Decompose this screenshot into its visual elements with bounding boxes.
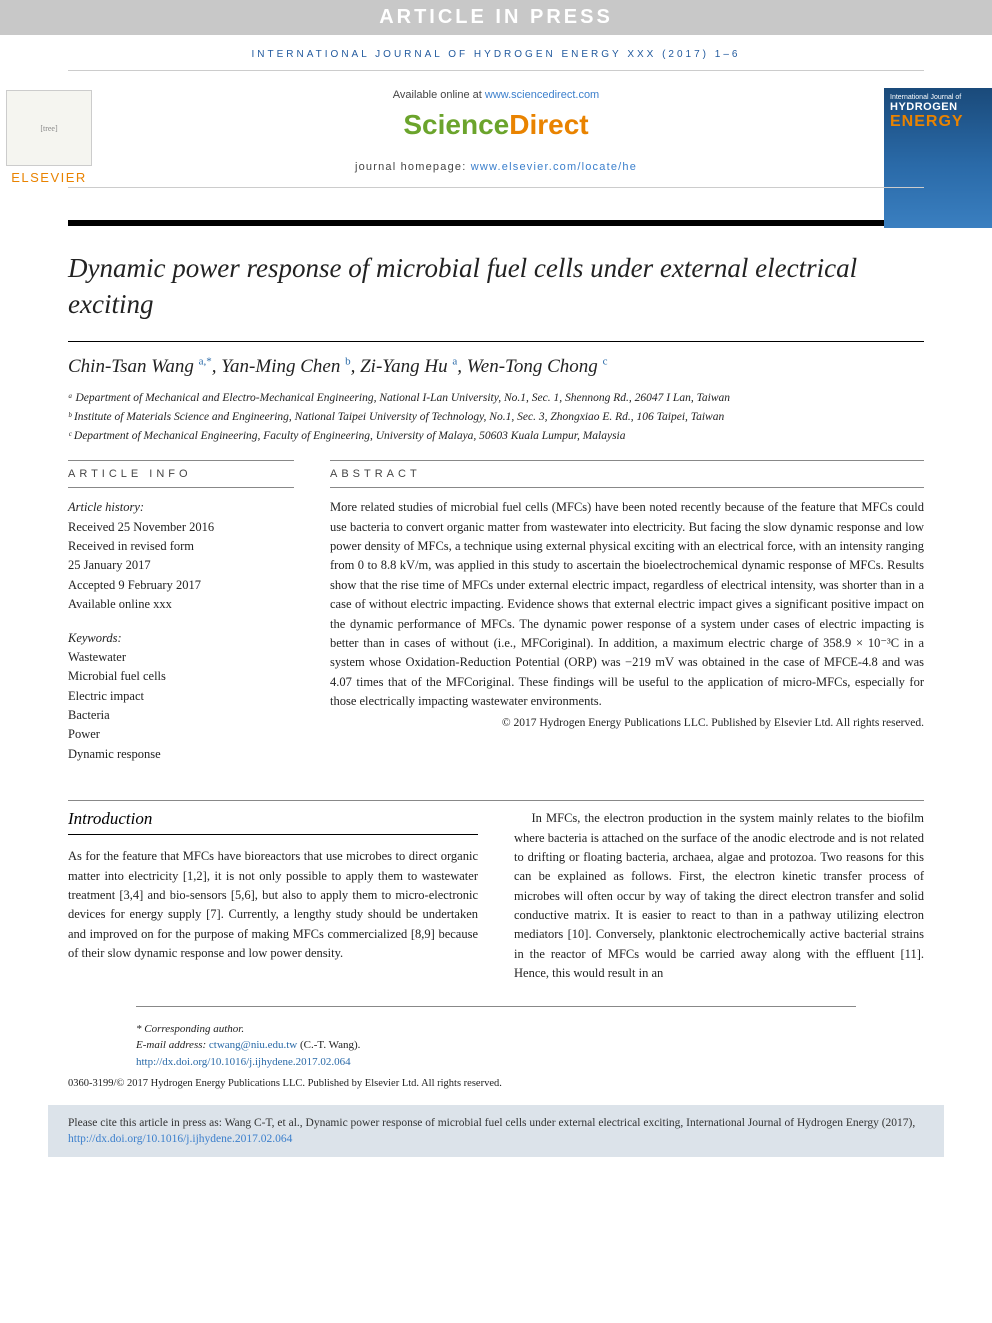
header-band: [tree] ELSEVIER International Journal of…	[0, 70, 992, 208]
sep: ,	[457, 356, 467, 377]
available-online-date: Available online xxx	[68, 595, 294, 614]
sep: ,	[212, 356, 222, 377]
affiliation-b: ᵇ Institute of Materials Science and Eng…	[68, 409, 924, 427]
doi-link[interactable]: http://dx.doi.org/10.1016/j.ijhydene.201…	[136, 1056, 351, 1068]
citation-box: Please cite this article in press as: Wa…	[48, 1105, 944, 1157]
author-list: Chin-Tsan Wang a,*, Yan-Ming Chen b, Zi-…	[0, 342, 992, 384]
abstract-column: ABSTRACT More related studies of microbi…	[330, 460, 924, 778]
author-1[interactable]: Chin-Tsan Wang	[68, 356, 199, 377]
email-line: E-mail address: ctwang@niu.edu.tw (C.-T.…	[136, 1037, 856, 1054]
article-in-press-banner: ARTICLE IN PRESS	[0, 0, 992, 35]
abstract-text: More related studies of microbial fuel c…	[330, 488, 924, 711]
intro-text-left: As for the feature that MFCs have biorea…	[68, 847, 478, 963]
author-3[interactable]: Zi-Yang Hu	[360, 356, 452, 377]
keyword-5: Power	[68, 725, 294, 744]
article-info-body: Article history: Received 25 November 20…	[68, 488, 294, 764]
body-col-left: Introduction As for the feature that MFC…	[68, 809, 478, 983]
journal-homepage: journal homepage: www.elsevier.com/locat…	[68, 161, 924, 173]
article-info-column: ARTICLE INFO Article history: Received 2…	[68, 460, 294, 778]
abstract-copyright: © 2017 Hydrogen Energy Publications LLC.…	[330, 711, 924, 729]
email-tail: (C.-T. Wang).	[297, 1039, 360, 1051]
affiliation-a: ᵃ Department of Mechanical and Electro-M…	[68, 390, 924, 408]
article-info-heading: ARTICLE INFO	[68, 460, 294, 488]
info-abstract-row: ARTICLE INFO Article history: Received 2…	[0, 446, 992, 778]
citation-doi-link[interactable]: http://dx.doi.org/10.1016/j.ijhydene.201…	[68, 1133, 292, 1145]
author-4-sup: c	[603, 356, 608, 368]
author-1-sup: a,*	[199, 356, 212, 368]
body-col-right: In MFCs, the electron production in the …	[514, 809, 924, 983]
abstract-heading: ABSTRACT	[330, 460, 924, 488]
affiliation-c: ᶜ Department of Mechanical Engineering, …	[68, 428, 924, 446]
available-text: Available online at	[393, 89, 485, 101]
article-title: Dynamic power response of microbial fuel…	[0, 226, 992, 333]
keyword-3: Electric impact	[68, 687, 294, 706]
sciencedirect-logo[interactable]: ScienceDirect	[68, 101, 924, 161]
keywords-label: Keywords:	[68, 629, 294, 648]
header-box: Available online at www.sciencedirect.co…	[68, 70, 924, 188]
author-2[interactable]: Yan-Ming Chen	[221, 356, 345, 377]
available-online: Available online at www.sciencedirect.co…	[68, 89, 924, 101]
footnotes: * Corresponding author. E-mail address: …	[136, 1006, 856, 1075]
sciencedirect-link[interactable]: www.sciencedirect.com	[485, 89, 599, 101]
home-label: journal homepage:	[355, 161, 471, 173]
issn-line: 0360-3199/© 2017 Hydrogen Energy Publica…	[0, 1074, 992, 1099]
intro-text-right: In MFCs, the electron production in the …	[514, 809, 924, 983]
sd-science: Science	[403, 109, 509, 140]
history-label: Article history:	[68, 498, 294, 517]
keyword-2: Microbial fuel cells	[68, 667, 294, 686]
revised-line2: 25 January 2017	[68, 556, 294, 575]
citation-text: Please cite this article in press as: Wa…	[68, 1117, 915, 1129]
sep: ,	[351, 356, 361, 377]
keyword-6: Dynamic response	[68, 745, 294, 764]
body-columns: Introduction As for the feature that MFC…	[0, 801, 992, 983]
author-4[interactable]: Wen-Tong Chong	[467, 356, 603, 377]
keyword-4: Bacteria	[68, 706, 294, 725]
journal-reference: INTERNATIONAL JOURNAL OF HYDROGEN ENERGY…	[0, 35, 992, 70]
affiliation-list: ᵃ Department of Mechanical and Electro-M…	[0, 390, 992, 445]
revised-line1: Received in revised form	[68, 537, 294, 556]
sd-direct: Direct	[509, 109, 588, 140]
email-label: E-mail address:	[136, 1039, 209, 1051]
corresponding-author: * Corresponding author.	[136, 1021, 856, 1038]
received-date: Received 25 November 2016	[68, 518, 294, 537]
email-link[interactable]: ctwang@niu.edu.tw	[209, 1039, 297, 1051]
accepted-date: Accepted 9 February 2017	[68, 576, 294, 595]
home-link[interactable]: www.elsevier.com/locate/he	[471, 161, 637, 173]
keyword-1: Wastewater	[68, 648, 294, 667]
introduction-heading: Introduction	[68, 809, 478, 835]
